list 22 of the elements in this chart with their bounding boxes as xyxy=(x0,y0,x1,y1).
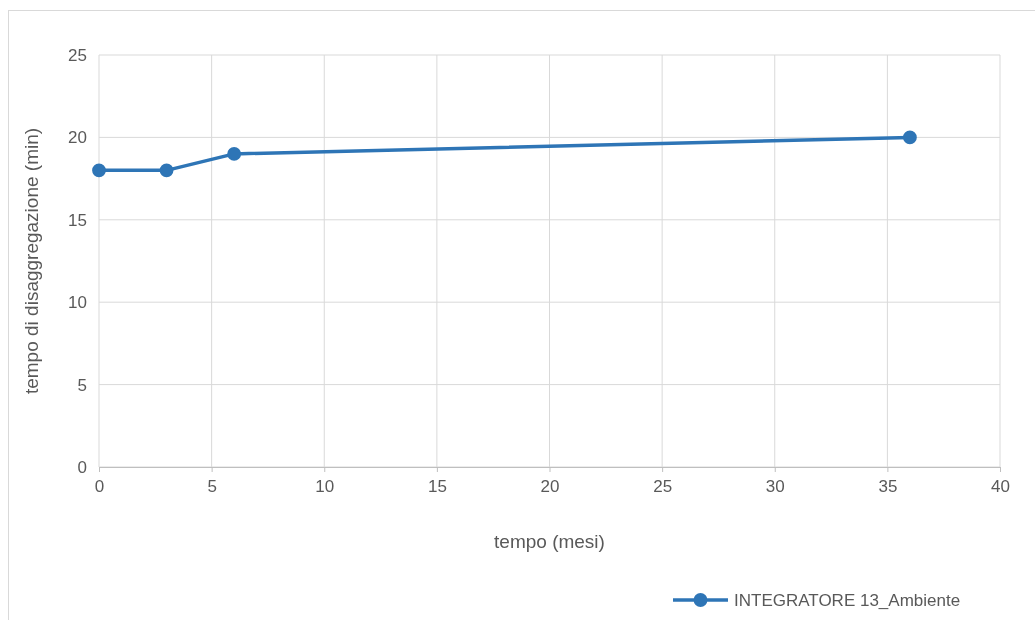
point xyxy=(902,130,917,145)
y-tick-label: 25 xyxy=(68,45,87,65)
y-axis-title: tempo di disaggregazione (min) xyxy=(21,127,42,395)
x-tick-label: 40 xyxy=(991,477,1010,497)
x-tick-label: 20 xyxy=(540,477,560,497)
y-tick-label: 20 xyxy=(68,128,87,148)
x-tick-label: 5 xyxy=(207,477,217,497)
x-tick-label: 0 xyxy=(94,477,105,497)
point xyxy=(159,163,174,178)
point xyxy=(92,163,106,178)
y-tick-label: 5 xyxy=(77,375,87,395)
point xyxy=(227,146,242,161)
x-tick-label: 35 xyxy=(878,477,898,497)
x-tick-label: 25 xyxy=(653,477,673,497)
y-tick-label: 15 xyxy=(68,210,87,230)
y-tick-label: 10 xyxy=(68,293,87,313)
legend-label: INTEGRATORE 13_Ambiente xyxy=(734,591,961,610)
y-tick-label: 0 xyxy=(77,457,87,477)
x-tick-label: 15 xyxy=(427,477,447,497)
x-tick-label: 30 xyxy=(765,477,785,497)
x-tick-label: 10 xyxy=(315,477,335,497)
x-axis-title: tempo (mesi) xyxy=(494,531,605,552)
